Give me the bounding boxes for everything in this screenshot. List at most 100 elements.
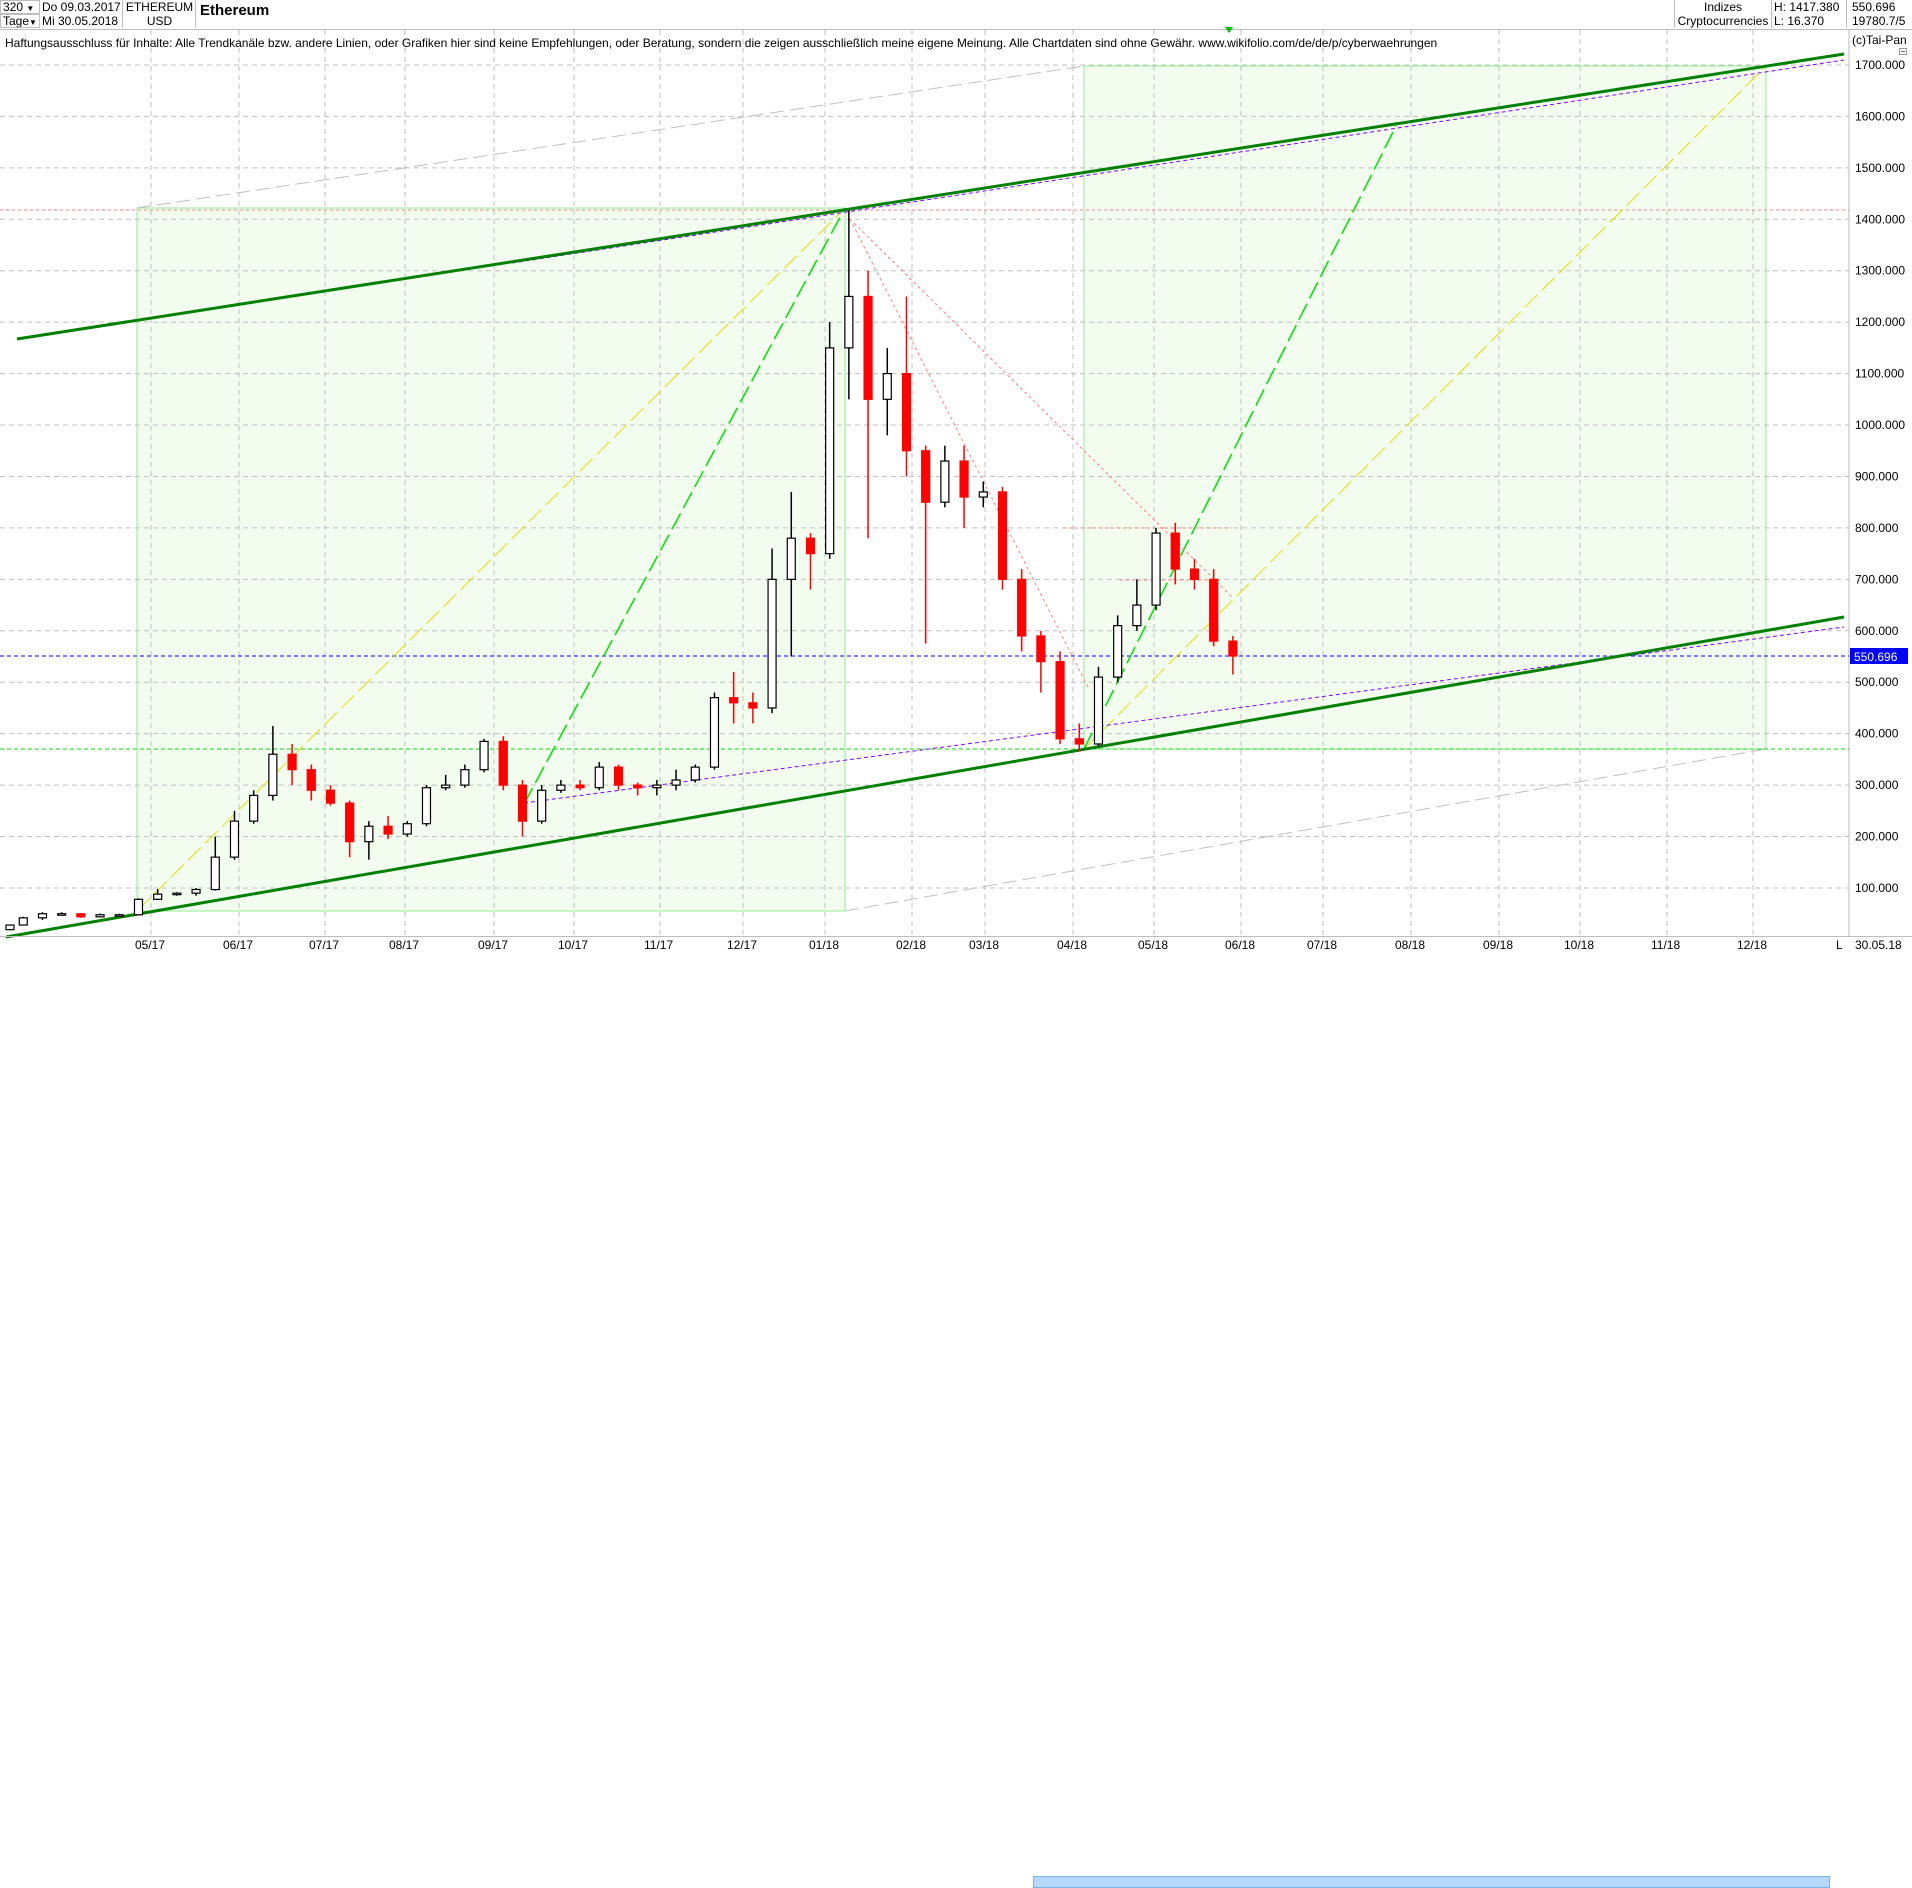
candle-body <box>460 769 470 786</box>
candle-body <box>671 779 681 786</box>
time-scrollbar[interactable] <box>1033 1876 1830 1888</box>
candle <box>172 892 182 896</box>
candle-body <box>498 740 508 786</box>
candle-body <box>249 794 259 822</box>
candle-body <box>959 460 969 498</box>
candle <box>18 916 28 926</box>
candle <box>537 785 547 824</box>
channel-upper-line[interactable] <box>16 52 1845 341</box>
candle-body <box>978 491 988 498</box>
candle-body <box>191 888 201 894</box>
red-trend-line-1 <box>849 218 1090 690</box>
candle-body <box>556 784 566 791</box>
log-scale-button[interactable]: L <box>1836 938 1843 952</box>
y-tick-label: 1200.000 <box>1855 315 1905 329</box>
candle-body <box>383 825 393 835</box>
candle <box>249 790 259 824</box>
candle <box>5 924 15 931</box>
candle-body <box>517 784 528 822</box>
candle-body <box>575 784 585 789</box>
y-tick-label: 800.000 <box>1855 521 1899 535</box>
candle <box>671 769 681 791</box>
candle-body <box>786 537 796 580</box>
bars-count: 320 <box>3 0 24 14</box>
candle-body <box>1228 640 1238 657</box>
channel-lower-line[interactable] <box>5 615 1845 939</box>
group-line1: Indizes <box>1703 0 1743 14</box>
candle-body <box>633 784 643 789</box>
candle-body <box>268 753 278 797</box>
chevron-down-icon: ▼ <box>26 4 35 13</box>
candle <box>748 692 758 724</box>
candle-body <box>95 914 105 918</box>
candle <box>114 913 124 917</box>
x-axis: 05/17 06/17 07/17 08/17 09/17 10/17 11/17 12/17… <box>0 936 1912 1888</box>
candle-body <box>1036 635 1046 663</box>
candle-body <box>1170 532 1180 570</box>
period-select[interactable]: Tage▼ <box>0 14 40 28</box>
candle-body <box>1055 661 1065 740</box>
x-tick-label: 01/18 <box>809 938 840 952</box>
price-chart[interactable]: 100.000 200.000 300.000 400.000 500.000 600.0… <box>0 0 1912 952</box>
y-tick-label: 400.000 <box>1855 727 1899 741</box>
y-tick-label: 700.000 <box>1855 572 1899 586</box>
group-box: Indizes Cryptocurrencies <box>1674 0 1772 28</box>
x-tick-label: 07/18 <box>1307 938 1338 952</box>
y-tick-label: 1500.000 <box>1855 161 1905 175</box>
x-tick-label: 10/17 <box>558 938 589 952</box>
candle <box>1055 651 1065 744</box>
candle-body <box>1151 532 1161 606</box>
candle-body <box>882 373 892 400</box>
candle-body <box>76 913 86 918</box>
candle-body <box>652 784 662 789</box>
candle <box>594 761 604 791</box>
candle <box>460 764 470 788</box>
x-tick-label: 10/18 <box>1564 938 1595 952</box>
x-tick-label: 04/18 <box>1057 938 1088 952</box>
candle-body <box>825 347 835 555</box>
candle <box>1209 569 1219 647</box>
candle <box>978 481 988 508</box>
candle <box>786 491 796 657</box>
candle <box>767 548 777 714</box>
chart-title: Ethereum <box>200 2 270 19</box>
minimize-icon[interactable] <box>1899 48 1907 55</box>
candle <box>844 210 854 400</box>
candle <box>498 736 508 791</box>
candle <box>325 785 336 806</box>
date-to: Mi 30.05.2018 <box>42 14 119 28</box>
y-tick-label: 500.000 <box>1855 675 1899 689</box>
candle-body <box>940 460 950 503</box>
y-tick-label: 1400.000 <box>1855 212 1905 226</box>
last-price-label: 550.696 <box>1854 650 1898 664</box>
y-tick-label: 1000.000 <box>1855 418 1905 432</box>
candle <box>825 322 835 559</box>
candle-body <box>306 769 316 791</box>
x-tick-label: 09/18 <box>1483 938 1514 952</box>
candle <box>1074 723 1084 752</box>
y-tick-label: 1700.000 <box>1855 58 1905 72</box>
y-tick-label: 600.000 <box>1855 624 1899 638</box>
candle-body <box>1093 676 1104 745</box>
candle <box>575 779 585 791</box>
candle <box>882 347 892 436</box>
candle-body <box>402 823 412 835</box>
candle-body <box>1209 578 1219 642</box>
candle-body <box>287 753 297 771</box>
candle-body <box>1113 625 1123 678</box>
yellow-diagonal-1 <box>136 207 846 912</box>
date-from: Do 09.03.2017 <box>42 0 121 14</box>
candle-body <box>690 766 700 781</box>
bars-count-select[interactable]: 320 ▼ <box>0 0 40 14</box>
red-trend-line-2 <box>853 222 1233 598</box>
candle <box>95 913 105 918</box>
disclaimer-text: Haftungsausschluss für Inhalte: Alle Tre… <box>5 36 1438 50</box>
chevron-down-icon: ▼ <box>29 18 37 27</box>
candle <box>959 445 969 528</box>
candle-body <box>229 820 240 858</box>
y-tick-label: 1100.000 <box>1855 367 1904 381</box>
candle <box>690 764 700 783</box>
end-date: 30.05.18 <box>1855 938 1902 952</box>
candle-body <box>1017 578 1027 637</box>
candle-body <box>709 697 720 768</box>
